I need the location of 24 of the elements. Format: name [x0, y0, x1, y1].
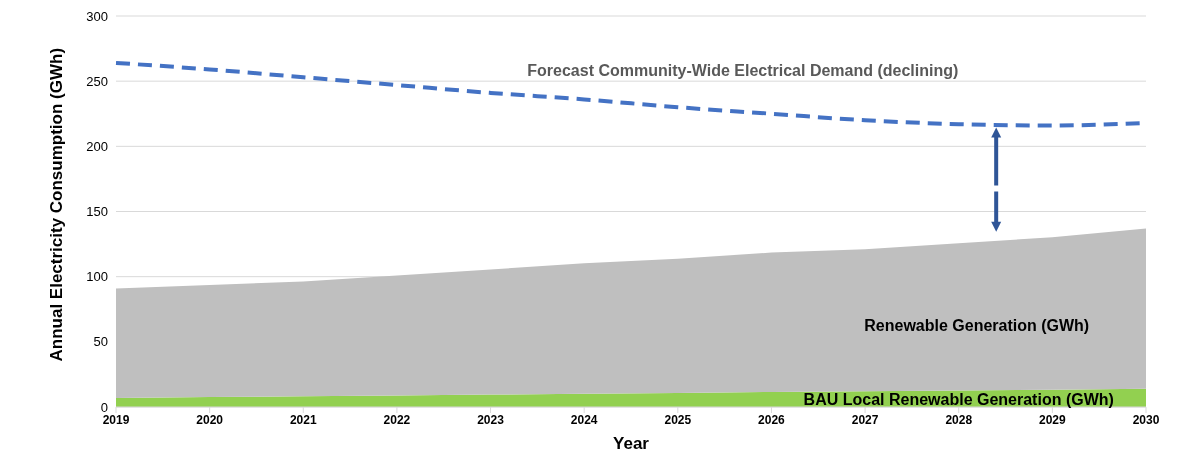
x-tick-label: 2027	[851, 412, 879, 427]
x-tick-label: 2019	[102, 412, 130, 427]
series-label: Forecast Community-Wide Electrical Demand (declining)	[527, 62, 959, 80]
x-tick-label: 2030	[1132, 412, 1160, 427]
y-tick-label: 300	[86, 8, 108, 24]
series-label: Renewable Generation (GWh)	[864, 317, 1090, 335]
y-axis-title: Annual Electricity Consumption (GWh)	[47, 47, 67, 362]
x-tick-label: 2020	[196, 412, 224, 427]
y-tick-label: 150	[86, 204, 108, 220]
x-tick-label: 2026	[758, 412, 786, 427]
x-tick-label: 2022	[383, 412, 411, 427]
x-tick-label: 2028	[945, 412, 973, 427]
x-tick-label: 2025	[664, 412, 692, 427]
x-tick-label: 2029	[1039, 412, 1067, 427]
series-label: BAU Local Renewable Generation (GWh)	[803, 390, 1114, 408]
x-tick-label: 2023	[477, 412, 505, 427]
x-tick-label: 2021	[289, 412, 317, 427]
y-tick-label: 50	[93, 334, 108, 350]
x-axis-title: Year	[613, 434, 650, 453]
y-tick-label: 200	[86, 138, 108, 154]
y-tick-label: 0	[100, 399, 108, 415]
x-tick-label: 2024	[570, 412, 598, 427]
y-tick-label: 250	[86, 73, 108, 89]
y-tick-label: 100	[86, 269, 108, 285]
